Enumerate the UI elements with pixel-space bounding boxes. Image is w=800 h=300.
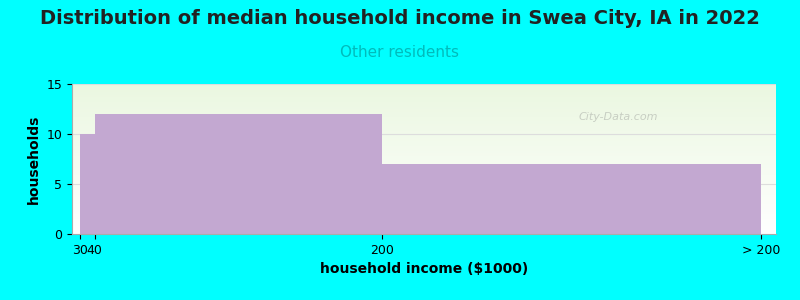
Bar xyxy=(94,114,382,234)
Y-axis label: households: households xyxy=(27,114,41,204)
Text: City-Data.com: City-Data.com xyxy=(579,112,658,122)
Text: Other residents: Other residents xyxy=(341,45,459,60)
Bar xyxy=(382,164,761,234)
X-axis label: household income ($1000): household income ($1000) xyxy=(320,262,528,276)
Text: Distribution of median household income in Swea City, IA in 2022: Distribution of median household income … xyxy=(40,9,760,28)
Bar xyxy=(79,134,94,234)
